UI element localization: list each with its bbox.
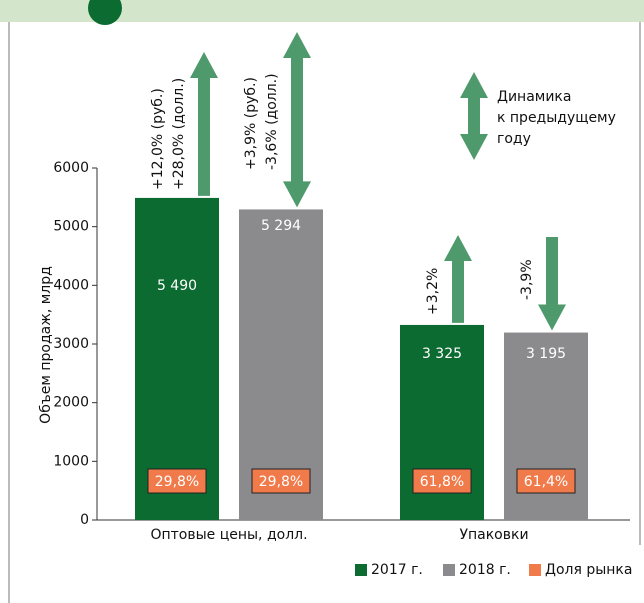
y-tick-label: 4000 — [53, 277, 89, 293]
share-box — [251, 468, 311, 494]
y-tick-label: 0 — [80, 512, 89, 528]
legend-label: 2017 г. — [371, 562, 423, 578]
bar — [135, 197, 219, 521]
change-label: -3,6% (долл.) — [264, 73, 280, 170]
arrow-legend-text: к предыдущему — [497, 110, 616, 126]
change-label: -3,9% — [519, 259, 535, 300]
bar — [239, 209, 323, 520]
header-icon — [88, 0, 122, 25]
arrow-legend-text: Динамика — [497, 89, 571, 105]
arrow-legend-text: году — [497, 131, 531, 147]
y-tick-label: 2000 — [53, 395, 89, 411]
y-tick-label: 6000 — [53, 160, 89, 176]
share-label: 61,8% — [420, 474, 464, 490]
value-label: 3 325 — [422, 346, 462, 362]
y-tick-label: 5000 — [53, 219, 89, 235]
change-label: +28,0% (долл.) — [171, 78, 187, 190]
share-label: 29,8% — [259, 474, 303, 490]
x-tick-label: Упаковки — [459, 527, 528, 543]
share-box — [412, 468, 472, 494]
value-label: 3 195 — [526, 346, 566, 362]
share-label: 29,8% — [155, 474, 199, 490]
header-band — [0, 0, 644, 22]
x-tick-label: Оптовые цены, долл. — [150, 527, 307, 543]
share-box — [516, 468, 576, 494]
share-box — [147, 468, 207, 494]
legend-swatch — [443, 564, 455, 576]
y-tick-label: 3000 — [53, 336, 89, 352]
change-arrow — [444, 235, 472, 323]
legend-swatch — [355, 564, 367, 576]
change-arrow — [190, 52, 218, 196]
change-label: +3,2% — [425, 268, 441, 315]
legend-swatch — [529, 564, 541, 576]
change-label: +3,9% (руб.) — [243, 77, 259, 170]
share-label: 61,4% — [524, 474, 568, 490]
value-label: 5 294 — [261, 218, 301, 234]
value-label: 5 490 — [157, 278, 197, 294]
change-arrow — [283, 32, 311, 208]
change-arrow — [538, 237, 566, 331]
legend-label: Доля рынка — [545, 562, 632, 578]
change-label: +12,0% (руб.) — [150, 88, 166, 190]
legend-label: 2018 г. — [459, 562, 511, 578]
y-axis-label: Объем продаж, млрд — [38, 266, 54, 424]
y-tick-label: 1000 — [53, 453, 89, 469]
legend-arrow — [460, 72, 488, 160]
